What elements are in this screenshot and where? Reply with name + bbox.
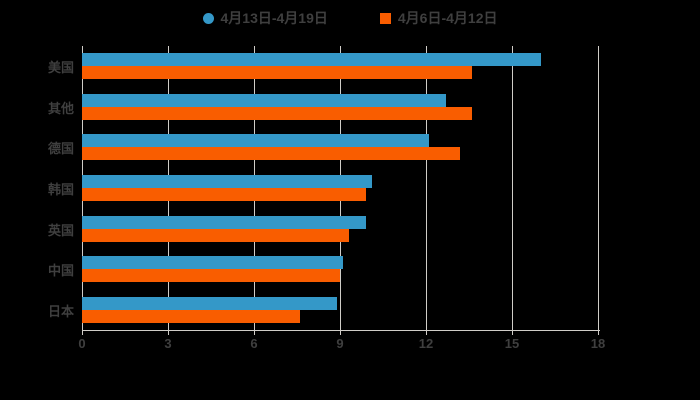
bar-series-b[interactable] xyxy=(82,66,472,80)
y-axis-label-0: 美国 xyxy=(47,60,74,76)
legend-label-series-b: 4月6日-4月12日 xyxy=(397,10,498,26)
legend-item-series-b[interactable]: 4月6日-4月12日 xyxy=(379,8,498,28)
gridline xyxy=(512,46,513,330)
gridline xyxy=(426,46,427,330)
square-marker-icon xyxy=(379,12,391,24)
legend-label-series-a: 4月13日-4月19日 xyxy=(220,10,328,26)
bar-series-b[interactable] xyxy=(82,269,340,283)
y-axis-label-6: 日本 xyxy=(47,303,74,319)
x-tick-mark xyxy=(512,330,513,335)
x-tick-label: 0 xyxy=(78,336,86,351)
x-tick-mark xyxy=(82,330,83,335)
x-tick-mark xyxy=(340,330,341,335)
x-tick-mark xyxy=(168,330,169,335)
gridline xyxy=(598,46,599,330)
bar-series-b[interactable] xyxy=(82,106,472,120)
bar-series-a[interactable] xyxy=(82,296,337,310)
y-axis-label-2: 德国 xyxy=(47,141,74,157)
y-axis-label-1: 其他 xyxy=(47,100,74,116)
bar-series-b[interactable] xyxy=(82,309,300,323)
bar-series-a[interactable] xyxy=(82,175,372,188)
y-axis-labels: 美国 其他 德国 韩国 英国 中国 日本 xyxy=(0,46,74,330)
y-axis-label-3: 韩国 xyxy=(47,182,74,197)
legend-item-series-a[interactable]: 4月13日-4月19日 xyxy=(202,8,328,28)
x-tick-label: 15 xyxy=(504,336,520,351)
x-axis-line xyxy=(82,330,600,331)
bar-series-b[interactable] xyxy=(82,228,349,242)
x-tick-label: 3 xyxy=(164,336,172,351)
bar-series-a[interactable] xyxy=(82,215,366,229)
circle-marker-icon xyxy=(202,12,214,24)
bar-series-a[interactable] xyxy=(82,93,446,107)
x-tick-label: 6 xyxy=(250,336,258,351)
x-tick-label: 9 xyxy=(336,336,344,351)
bar-series-b[interactable] xyxy=(82,188,366,201)
x-tick-mark xyxy=(254,330,255,335)
bar-series-b[interactable] xyxy=(82,147,460,161)
chart-legend: 4月13日-4月19日 4月6日-4月12日 xyxy=(0,4,700,32)
x-tick-label: 12 xyxy=(418,336,434,351)
x-tick-mark xyxy=(598,330,599,335)
bar-series-a[interactable] xyxy=(82,53,541,67)
x-tick-label: 18 xyxy=(590,336,606,351)
x-tick-mark xyxy=(426,330,427,335)
bar-series-a[interactable] xyxy=(82,134,429,148)
plot-area xyxy=(82,46,599,330)
y-axis-label-5: 中国 xyxy=(47,263,74,279)
y-axis-label-4: 英国 xyxy=(47,222,74,238)
bar-series-a[interactable] xyxy=(82,256,343,270)
